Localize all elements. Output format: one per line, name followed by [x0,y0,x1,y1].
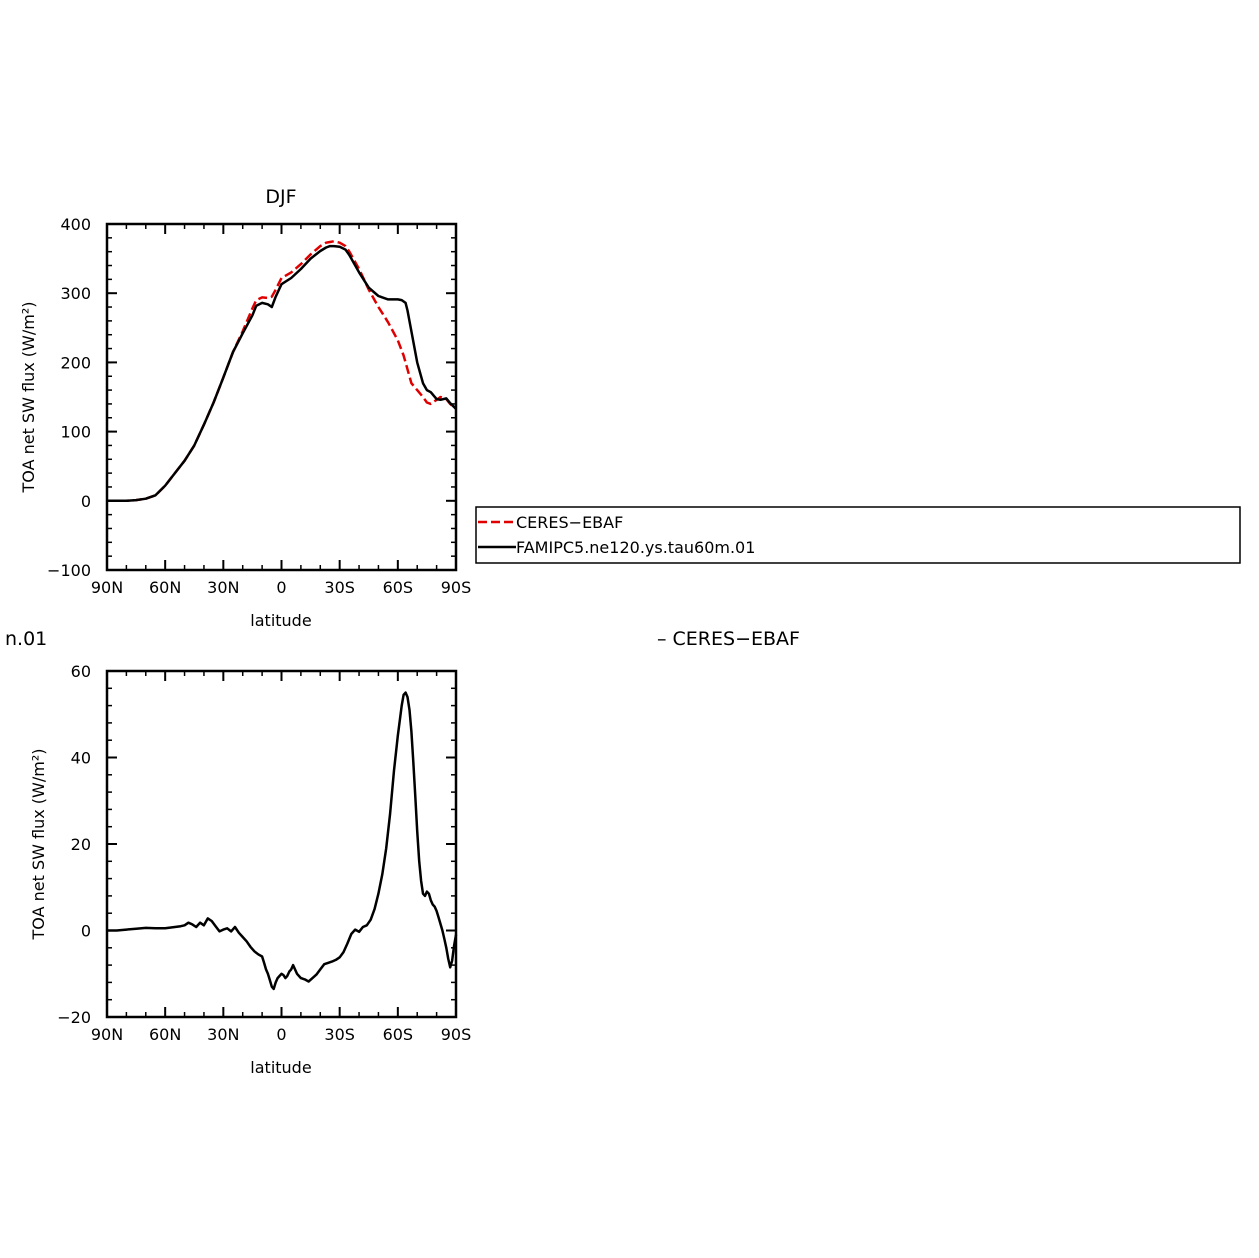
top-y-tick-label: 0 [81,492,91,511]
clipped-title-left: n.01 [5,628,47,650]
top-x-tick-label: 60N [149,578,181,597]
bottom-axis-ticks: 90N 60N 30N 0 30S 60S 90S −20 0 20 40 60 [57,662,471,1044]
top-y-axis-label: TOA net SW flux (W/m²) [19,302,38,494]
top-x-tick-label: 90S [441,578,472,597]
top-plot-frame [105,222,458,572]
bottom-y-axis-label: TOA net SW flux (W/m²) [29,749,48,941]
bottom-y-tick-label: 20 [71,835,91,854]
top-y-tick-label: 200 [60,353,91,372]
top-x-tick-label: 90N [91,578,123,597]
top-panel-title: DJF [265,186,296,208]
top-x-tick-label: 60S [383,578,414,597]
top-x-tick-label: 30N [207,578,239,597]
top-x-tick-label: 0 [276,578,286,597]
top-axis-ticks: 90N 60N 30N 0 30S 60S 90S −100 0 100 200 300 400 [47,215,471,597]
bottom-x-tick-label: 90S [441,1025,472,1044]
legend: CERES−EBAF FAMIPC5.ne120.ys.tau60m.01 [475,506,1241,564]
bottom-x-tick-label: 90N [91,1025,123,1044]
bottom-series-lines [107,691,458,991]
legend-box [475,506,1241,564]
legend-label-famipc5: FAMIPC5.ne120.ys.tau60m.01 [516,538,755,557]
top-y-tick-label: 100 [60,423,91,442]
bottom-y-tick-label: 40 [71,749,91,768]
top-series-lines [107,240,457,503]
bottom-y-tick-label: 0 [81,922,91,941]
bottom-x-tick-label: 60S [383,1025,414,1044]
top-x-axis-label: latitude [250,611,311,630]
bottom-x-tick-label: 30N [207,1025,239,1044]
bottom-panel: 90N 60N 30N 0 30S 60S 90S −20 0 20 40 60 latitude T… [29,662,471,1077]
top-series-line-1 [107,244,457,503]
clipped-title-right: – CERES−EBAF [657,628,800,650]
bottom-x-axis-label: latitude [250,1058,311,1077]
legend-label-ceres-ebaf: CERES−EBAF [516,513,623,532]
top-panel: DJF 90N 60N 30N 0 30S 60S 90S −100 0 100 200 300 400… [19,186,471,630]
bottom-y-tick-label: 60 [71,662,91,681]
bottom-x-tick-label: 30S [324,1025,355,1044]
top-y-tick-label: 400 [60,215,91,234]
bottom-x-tick-label: 60N [149,1025,181,1044]
bottom-y-tick-label: −20 [57,1008,91,1027]
top-y-tick-label: 300 [60,284,91,303]
bottom-plot-frame [105,669,458,1019]
top-y-tick-label: −100 [47,561,91,580]
top-x-tick-label: 30S [324,578,355,597]
top-series-line-0 [107,240,457,503]
bottom-series-line-0 [107,691,458,991]
bottom-x-tick-label: 0 [276,1025,286,1044]
